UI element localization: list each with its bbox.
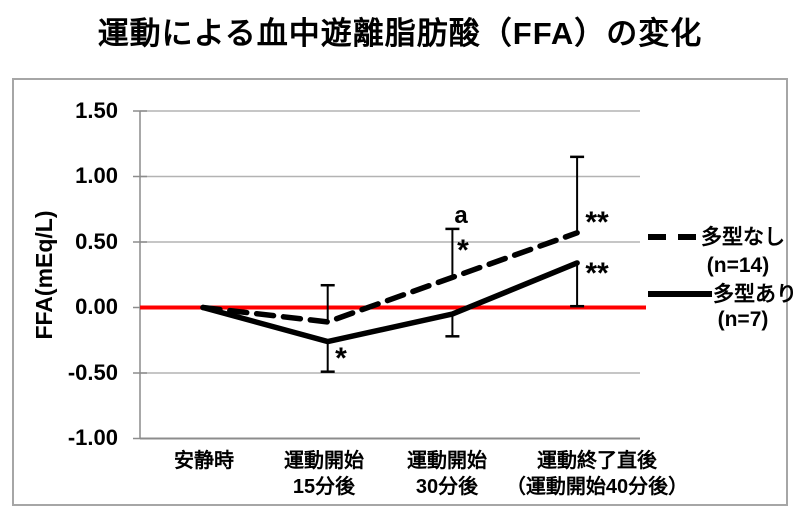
y-tick-label: 1.50 — [75, 98, 118, 123]
significance-double-star: ** — [585, 206, 609, 239]
x-category-line: 運動開始 — [284, 450, 364, 472]
legend-solid-line-sample — [648, 291, 712, 297]
y-tick-label: 0.00 — [75, 294, 118, 319]
y-tick-label: 0.50 — [75, 229, 118, 254]
x-category-label: 運動開始 30分後 — [302, 448, 592, 500]
x-category-label: 運動開始 15分後 — [179, 448, 469, 500]
x-category-line: 15分後 — [292, 476, 356, 498]
significance-letter-a: a — [454, 202, 468, 229]
legend-label-dashed: 多型なし — [701, 226, 785, 249]
x-category-label: 運動終了直後 （運動開始40分後） — [452, 448, 742, 500]
chart-title: 運動による血中遊離脂肪酸（FFA）の変化 — [97, 16, 703, 51]
legend-n-solid: (n=7) — [717, 308, 769, 331]
x-category-line: 30分後 — [415, 476, 479, 498]
legend-n-dashed: (n=14) — [706, 254, 770, 277]
y-tick-label: -1.00 — [67, 425, 118, 450]
legend-dashed-line-sample — [648, 234, 697, 240]
y-axis-title: FFA(mEq/L) — [31, 210, 57, 340]
x-category-line: 運動終了直後 — [537, 450, 657, 472]
significance-star: * — [335, 342, 347, 375]
significance-star: * — [457, 234, 469, 267]
x-category-line: 運動開始 — [407, 450, 487, 472]
y-tick-label: 1.00 — [75, 163, 118, 188]
x-category-line: 安静時 — [174, 450, 234, 472]
significance-double-star: ** — [585, 257, 609, 290]
y-tick-label: -0.50 — [67, 360, 118, 385]
legend-label-solid: 多型あり — [713, 283, 797, 306]
x-category-line: （運動開始40分後） — [505, 476, 689, 498]
x-category-label: 安静時 — [59, 448, 349, 474]
